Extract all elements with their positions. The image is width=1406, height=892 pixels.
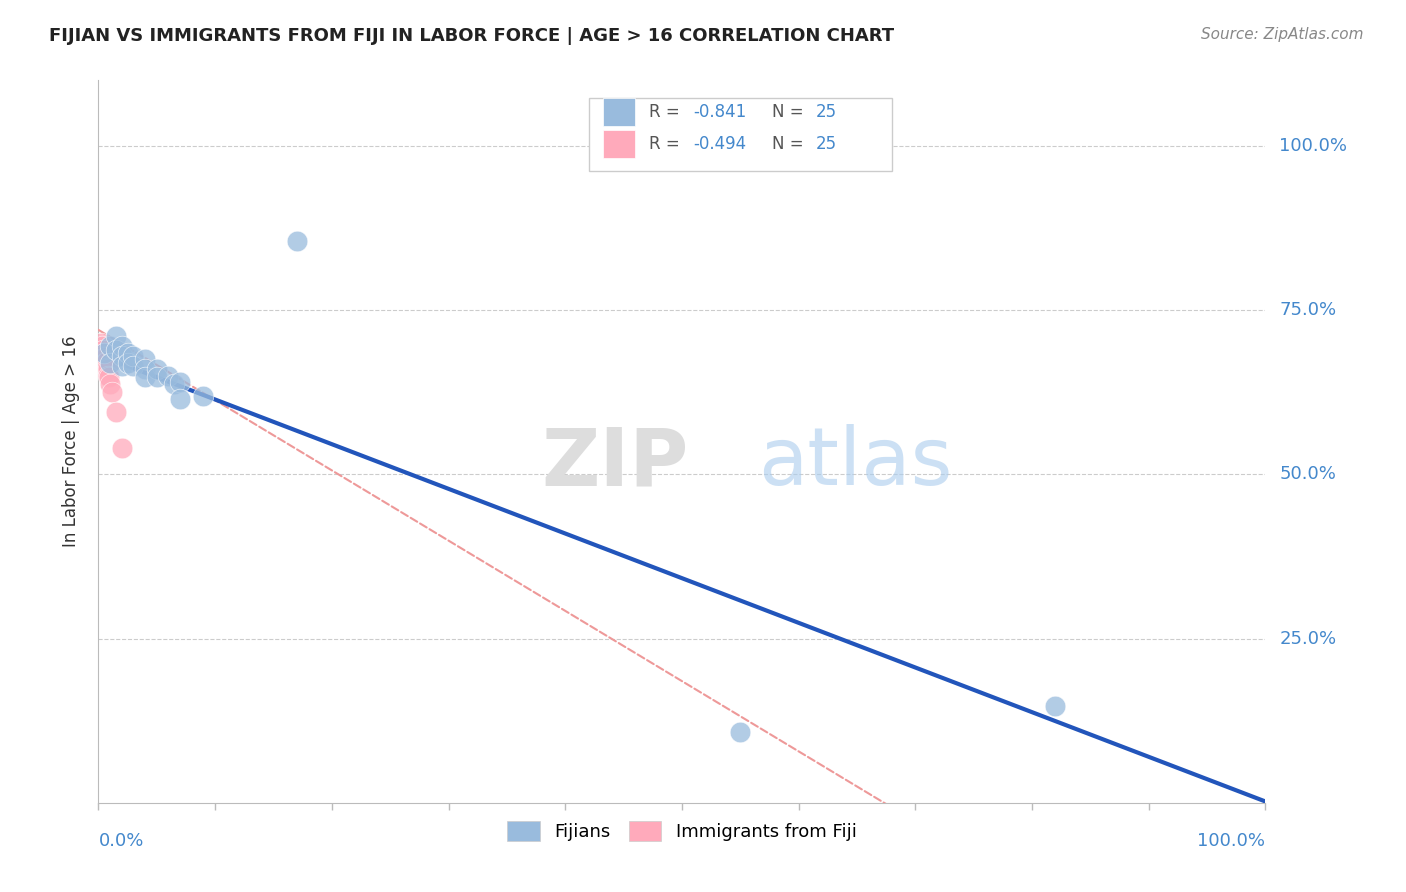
Text: Source: ZipAtlas.com: Source: ZipAtlas.com (1201, 27, 1364, 42)
Legend: Fijians, Immigrants from Fiji: Fijians, Immigrants from Fiji (501, 814, 863, 848)
Text: R =: R = (650, 103, 685, 121)
Point (111, 441, 134, 455)
Point (97, 368, 120, 383)
Point (94, 361, 117, 376)
Bar (603, 98, 636, 126)
Text: N =: N = (772, 103, 808, 121)
Text: atlas: atlas (758, 425, 952, 502)
Text: FIJIAN VS IMMIGRANTS FROM FIJI IN LABOR FORCE | AGE > 16 CORRELATION CHART: FIJIAN VS IMMIGRANTS FROM FIJI IN LABOR … (49, 27, 894, 45)
Point (122, 359, 145, 373)
Text: N =: N = (772, 135, 808, 153)
Point (97, 370, 120, 384)
Point (157, 368, 180, 383)
Y-axis label: In Labor Force | Age > 16: In Labor Force | Age > 16 (62, 335, 80, 548)
Point (98, 376, 121, 391)
Text: 0.0%: 0.0% (98, 831, 143, 850)
Text: 25: 25 (815, 103, 837, 121)
Point (93, 352, 115, 367)
Point (111, 349, 134, 363)
Point (91, 343, 114, 357)
Point (93, 357, 115, 371)
Point (1045, 698, 1067, 713)
Text: -0.841: -0.841 (693, 103, 747, 121)
Point (104, 343, 127, 357)
FancyBboxPatch shape (589, 98, 891, 170)
Point (146, 370, 169, 384)
Text: R =: R = (650, 135, 685, 153)
Point (98, 356, 121, 370)
Point (122, 349, 145, 363)
Point (93, 362, 115, 376)
Point (91, 354, 114, 368)
Text: ZIP: ZIP (541, 425, 689, 502)
Bar (603, 130, 636, 158)
Text: 75.0%: 75.0% (1279, 301, 1337, 319)
Point (91, 349, 114, 363)
Text: -0.494: -0.494 (693, 135, 747, 153)
Point (97, 362, 120, 376)
Text: 100.0%: 100.0% (1279, 137, 1347, 155)
Point (90, 343, 112, 358)
Point (730, 724, 752, 739)
Point (285, 234, 308, 248)
Text: 100.0%: 100.0% (1198, 831, 1265, 850)
Point (101, 385, 124, 400)
Point (134, 362, 156, 376)
Point (104, 329, 127, 343)
Point (94, 356, 117, 370)
Point (134, 370, 156, 384)
Point (169, 376, 191, 390)
Point (91, 359, 114, 373)
Point (169, 392, 191, 406)
Point (163, 376, 186, 391)
Point (96, 354, 118, 368)
Point (93, 346, 115, 360)
Point (104, 405, 127, 419)
Point (111, 339, 134, 353)
Text: 50.0%: 50.0% (1279, 466, 1336, 483)
Text: 25: 25 (815, 135, 837, 153)
Point (117, 346, 139, 360)
Point (93, 346, 115, 360)
Point (90, 339, 112, 353)
Point (146, 362, 169, 376)
Point (117, 356, 139, 370)
Point (134, 352, 156, 367)
Point (111, 359, 134, 373)
Point (90, 351, 112, 365)
Point (90, 336, 112, 351)
Point (94, 351, 117, 365)
Point (90, 348, 112, 362)
Point (193, 388, 215, 402)
Text: 25.0%: 25.0% (1279, 630, 1337, 648)
Point (98, 339, 121, 353)
Point (96, 361, 118, 376)
